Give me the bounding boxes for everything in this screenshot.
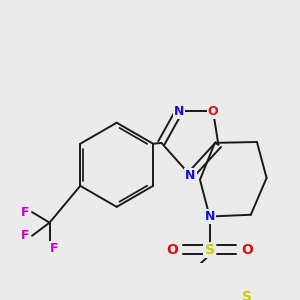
Text: O: O xyxy=(242,243,253,257)
Text: F: F xyxy=(21,229,29,242)
Text: F: F xyxy=(21,206,29,219)
Text: N: N xyxy=(174,105,184,118)
Text: S: S xyxy=(205,243,214,257)
Text: N: N xyxy=(185,169,196,182)
Text: O: O xyxy=(208,105,218,118)
Text: O: O xyxy=(166,243,178,257)
Text: S: S xyxy=(242,290,252,300)
Text: N: N xyxy=(204,210,215,223)
Text: F: F xyxy=(50,242,58,255)
